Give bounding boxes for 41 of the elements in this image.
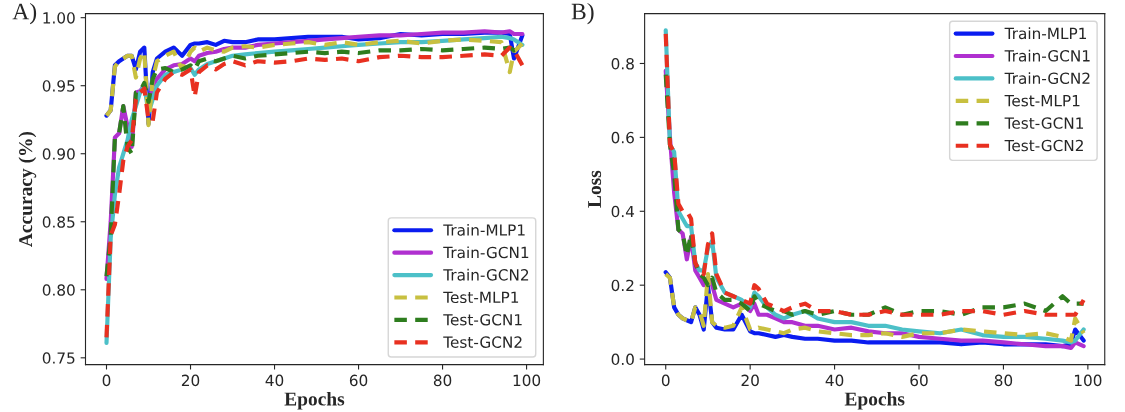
x-tick-label: 60 xyxy=(910,374,928,387)
chart-title: B) xyxy=(571,2,594,25)
y-tick-label: 1.00 xyxy=(43,12,75,24)
x-tick-label: 0 xyxy=(102,374,111,387)
chart-title: A) xyxy=(12,2,37,25)
x-tick-label: 0 xyxy=(661,374,670,387)
legend-label: Test-MLP1 xyxy=(443,291,519,304)
legend-label: Train-GCN1 xyxy=(443,246,529,259)
x-tick-label: 40 xyxy=(265,374,284,387)
x-tick-label: 80 xyxy=(433,374,452,387)
legend-label: Test-GCN2 xyxy=(1004,139,1083,152)
y-tick-label: 0.90 xyxy=(42,148,75,160)
legend-label: Test-GCN2 xyxy=(443,336,522,348)
y-axis-title: Loss xyxy=(588,170,602,208)
legend-label: Test-MLP1 xyxy=(1004,95,1080,107)
legend-label: Train-GCN2 xyxy=(1004,72,1090,85)
x-tick-label: 20 xyxy=(181,374,200,387)
x-axis-title: Epochs xyxy=(284,391,345,410)
legend-label: Test-GCN1 xyxy=(1004,117,1084,129)
y-tick-label: 0.85 xyxy=(42,216,75,228)
legend-label: Train-MLP1 xyxy=(1004,27,1087,40)
y-tick-label: 0.8 xyxy=(611,57,634,70)
y-tick-label: 0.0 xyxy=(611,353,634,366)
y-tick-label: 0.75 xyxy=(42,352,75,364)
legend-label: Train-MLP1 xyxy=(443,223,525,236)
x-tick-label: 60 xyxy=(349,374,368,387)
y-axis-title: Accuracy (%) xyxy=(18,131,37,247)
legend-label: Train-GCN1 xyxy=(1004,49,1090,62)
y-tick-label: 0.4 xyxy=(611,205,635,218)
x-tick-label: 100 xyxy=(513,374,541,387)
y-tick-label: 0.6 xyxy=(611,131,634,144)
y-tick-label: 0.95 xyxy=(42,80,75,92)
legend-label: Test-GCN1 xyxy=(443,313,522,326)
y-tick-label: 0.80 xyxy=(42,284,75,296)
y-tick-label: 0.2 xyxy=(611,279,634,292)
x-tick-label: 20 xyxy=(741,374,759,387)
x-axis-title: Epochs xyxy=(844,391,905,410)
legend-label: Train-GCN2 xyxy=(443,268,529,281)
x-tick-label: 40 xyxy=(825,374,844,387)
x-tick-label: 100 xyxy=(1074,374,1102,387)
x-tick-label: 80 xyxy=(994,374,1013,387)
